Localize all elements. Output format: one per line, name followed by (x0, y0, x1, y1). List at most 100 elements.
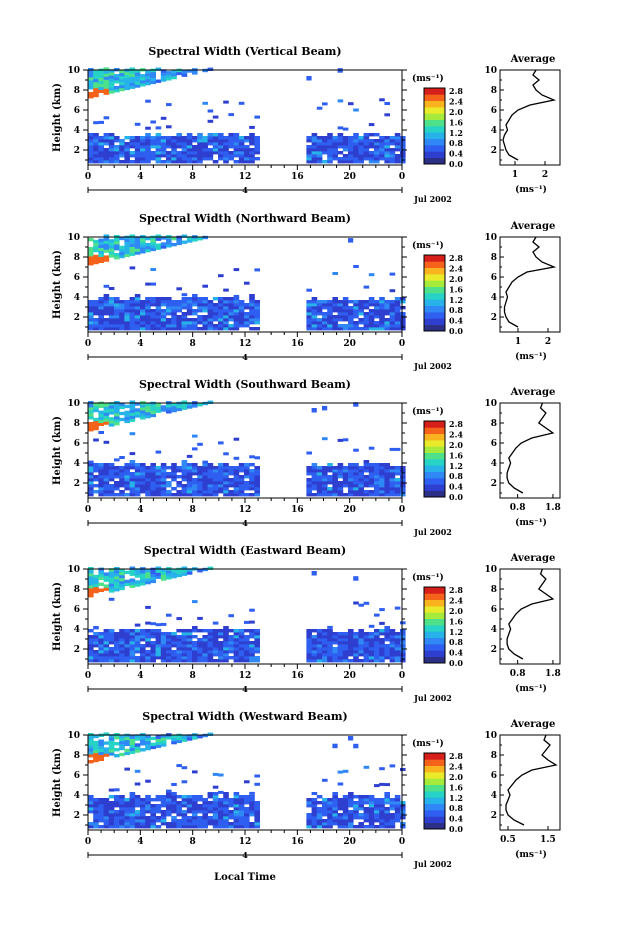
colorbar-swatch (424, 791, 445, 798)
heatmap-cell (160, 321, 167, 325)
heatmap-cell (207, 109, 214, 113)
heatmap-cell (160, 653, 167, 657)
heatmap-cell (124, 641, 130, 645)
heatmap-cell (145, 133, 151, 137)
average-y-tick-label: 10 (484, 66, 497, 76)
heatmap-cell (171, 145, 177, 149)
heatmap-cell (145, 481, 151, 485)
heatmap-cell (218, 825, 224, 829)
heatmap-cell (186, 635, 193, 639)
heatmap-cell (124, 751, 130, 756)
heatmap-cell (218, 297, 224, 301)
heatmap-cell (223, 644, 229, 648)
heatmap-cell (181, 145, 188, 149)
heatmap-cell (134, 303, 141, 307)
heatmap-cell (233, 303, 240, 307)
heatmap-cell (186, 297, 193, 301)
heatmap-cell (181, 151, 188, 155)
heatmap-cell (103, 237, 110, 241)
heatmap-cell (145, 635, 151, 639)
heatmap-cell (207, 656, 214, 660)
heatmap-cell (337, 324, 344, 328)
heatmap-cell (223, 160, 229, 164)
heatmap-cell (374, 145, 380, 149)
heatmap-cell (108, 788, 115, 792)
heatmap-cell (238, 324, 245, 328)
heatmap-cell (358, 312, 364, 316)
heatmap-cell (327, 475, 333, 479)
heatmap-cell (119, 478, 125, 482)
heatmap-cell (186, 801, 193, 805)
heatmap-cell (98, 742, 104, 746)
heatmap-cell (155, 160, 162, 164)
heatmap-cell (374, 644, 380, 648)
heatmap-cell (379, 641, 385, 645)
heatmap-cell (88, 154, 94, 158)
colorbar: 0.00.40.81.21.62.02.42.8(ms⁻¹) (412, 572, 463, 668)
heatmap-cell (342, 136, 349, 140)
heatmap-cell (374, 154, 380, 158)
heatmap-cell (119, 309, 125, 313)
heatmap-cell (212, 632, 219, 636)
colorbar-swatch (424, 299, 445, 306)
heatmap-cell (374, 638, 380, 642)
heatmap-cell (311, 469, 318, 473)
heatmap-cell (358, 825, 364, 829)
heatmap-cell (186, 737, 193, 741)
heatmap-cell (140, 638, 146, 642)
heatmap-cell (306, 148, 312, 152)
heatmap-cell (119, 632, 125, 636)
heatmap-cell (160, 309, 167, 313)
heatmap-cell (88, 484, 94, 488)
heatmap-cell (88, 407, 94, 411)
heatmap-cell (306, 312, 312, 316)
heatmap-cell (327, 466, 333, 470)
heatmap-cell (223, 148, 229, 152)
heatmap-cell (134, 294, 141, 298)
heatmap-cell (181, 487, 188, 491)
heatmap-cell (192, 484, 198, 488)
heatmap-cell (88, 742, 94, 746)
colorbar-swatch (424, 625, 445, 632)
heatmap-cell (140, 469, 146, 473)
heatmap-cell (379, 306, 385, 310)
panel-1: Spectral Width (Northward Beam)246810Hei… (52, 212, 561, 371)
heatmap-cell (379, 807, 385, 811)
heatmap-cell (394, 300, 401, 304)
heatmap-cell (192, 490, 198, 494)
heatmap-cell (155, 303, 162, 307)
heatmap-cell (103, 466, 110, 470)
heatmap-cell (124, 300, 130, 304)
heatmap-cell (337, 816, 344, 820)
heatmap-cell (186, 475, 193, 479)
heatmap-cell (176, 739, 182, 744)
heatmap-cell (379, 157, 385, 161)
heatmap-cell (145, 303, 151, 307)
heatmap-cell (98, 309, 104, 313)
heatmap-cell (218, 653, 224, 657)
heatmap-cell (228, 614, 234, 618)
heatmap-cell (327, 321, 333, 325)
heatmap-cell (134, 142, 141, 146)
heatmap-cell (134, 78, 141, 82)
heatmap-cell (176, 653, 182, 657)
heatmap-cell (134, 148, 141, 152)
heatmap-cell (103, 300, 110, 304)
heatmap-cell (171, 795, 177, 799)
heatmap-cell (140, 136, 146, 140)
heatmap-cell (171, 151, 177, 155)
heatmap-cell (327, 822, 333, 826)
heatmap-cell (88, 253, 94, 257)
heatmap-cell (337, 318, 344, 322)
heatmap-cell (160, 72, 167, 76)
heatmap-cell (384, 801, 390, 805)
heatmap-cell (166, 804, 172, 808)
heatmap-cell (316, 487, 323, 491)
colorbar-swatch (424, 478, 445, 485)
heatmap-cell (140, 315, 146, 319)
heatmap-cell (108, 327, 115, 331)
heatmap-cell (322, 490, 328, 494)
heatmap-cell (327, 629, 333, 633)
heatmap-cell (363, 327, 370, 331)
heatmap-cell (207, 650, 214, 654)
